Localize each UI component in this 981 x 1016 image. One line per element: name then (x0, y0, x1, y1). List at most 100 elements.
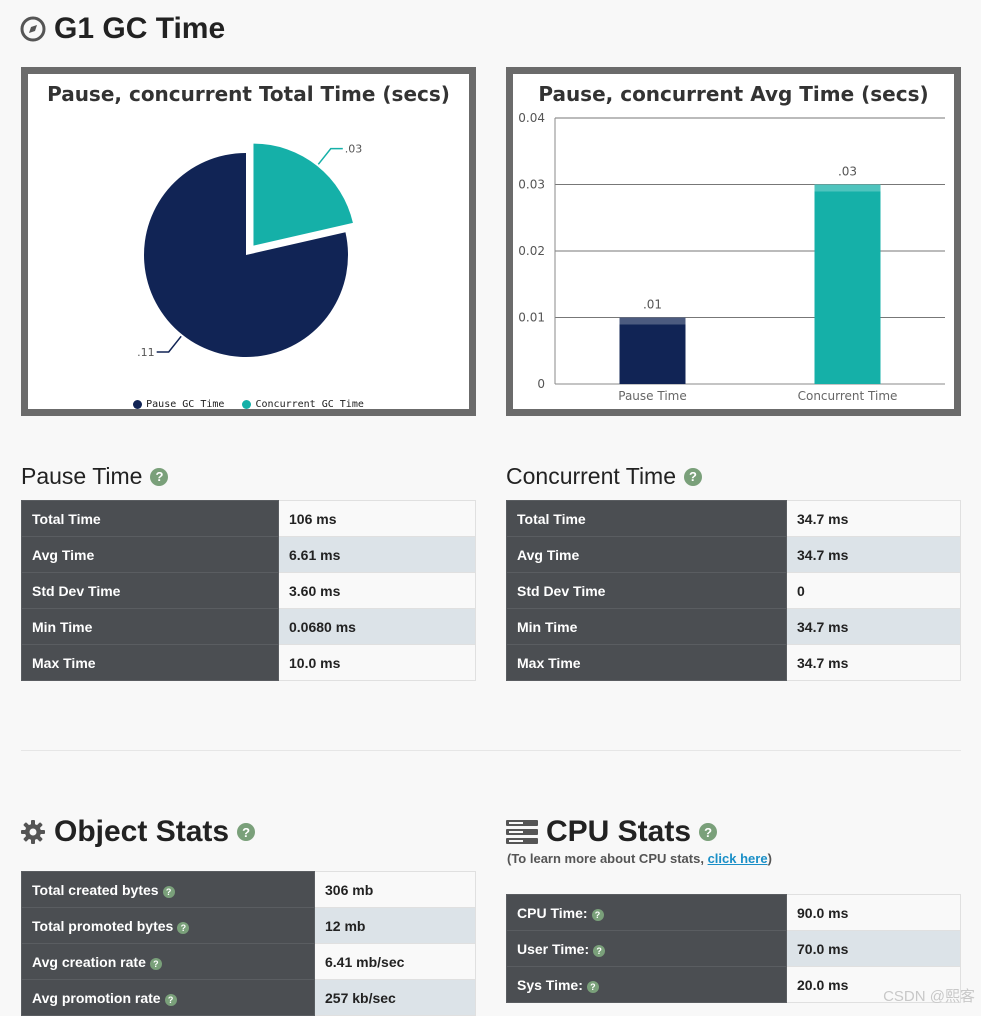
stat-label-text: Avg creation rate (32, 953, 146, 970)
table-row: Std Dev Time 0 (506, 572, 961, 609)
table-row: Avg promotion rate? 257 kb/sec (21, 979, 476, 1016)
stat-value: 6.61 ms (278, 536, 476, 573)
stat-label: Total created bytes? (21, 871, 315, 908)
concurrent-time-table: Total Time 34.7 ms Avg Time 34.7 ms Std De… (506, 500, 961, 681)
table-row: Avg creation rate? 6.41 mb/sec (21, 943, 476, 980)
stat-label-text: User Time: (517, 940, 590, 957)
concurrent-time-help-icon[interactable]: ? (684, 467, 703, 486)
server-icon (506, 820, 538, 844)
stat-label: Avg creation rate? (21, 943, 315, 980)
row-help-icon[interactable]: ? (586, 980, 599, 993)
x-tick-label: Pause Time (618, 389, 686, 403)
pie-slice-concurrent (253, 143, 353, 246)
pause-time-title: Pause Time (21, 463, 143, 489)
table-row: Total Time 34.7 ms (506, 500, 961, 537)
row-help-icon[interactable]: ? (162, 885, 175, 898)
bar-pause (619, 317, 686, 384)
stat-label-text: Total created bytes (32, 881, 159, 898)
table-row: Min Time 0.0680 ms (21, 608, 476, 645)
pie-data-label: .11 (137, 346, 155, 359)
stat-label: Avg Time (21, 536, 279, 573)
stat-value: 0.0680 ms (278, 608, 476, 645)
stat-value: 306 mb (314, 871, 476, 908)
row-help-icon[interactable]: ? (177, 921, 190, 934)
cpu-stats-heading: CPU Stats ? (506, 815, 718, 849)
stat-label: Std Dev Time (506, 572, 787, 609)
table-row: Total Time 106 ms (21, 500, 476, 537)
bar-data-label: .03 (838, 165, 857, 179)
stat-value: 34.7 ms (786, 536, 961, 573)
row-help-icon[interactable]: ? (164, 993, 177, 1006)
stat-value: 10.0 ms (278, 644, 476, 681)
cpu-note-prefix: (To learn more about CPU stats, (507, 851, 708, 866)
cpu-stats-note: (To learn more about CPU stats, click he… (507, 851, 772, 866)
legend-label-concurrent: Concurrent GC Time (255, 399, 364, 410)
stat-value: 34.7 ms (786, 500, 961, 537)
stat-label: Total Time (21, 500, 279, 537)
y-tick-label: 0.04 (518, 111, 545, 125)
stat-value: 3.60 ms (278, 572, 476, 609)
cpu-stats-learn-more-link[interactable]: click here (707, 851, 768, 866)
table-row: Avg Time 34.7 ms (506, 536, 961, 573)
row-help-icon[interactable]: ? (591, 908, 604, 921)
stat-label: User Time:? (506, 930, 787, 967)
concurrent-time-heading: Concurrent Time ? (506, 463, 703, 490)
pie-leader-line (317, 147, 343, 165)
stat-value: 6.41 mb/sec (314, 943, 476, 980)
stat-label: Max Time (506, 644, 787, 681)
stat-label: CPU Time:? (506, 894, 787, 931)
y-tick-label: 0.01 (518, 311, 545, 325)
section-divider (21, 750, 961, 751)
table-row: Max Time 34.7 ms (506, 644, 961, 681)
cpu-stats-help-icon[interactable]: ? (699, 823, 718, 841)
stat-value: 257 kb/sec (314, 979, 476, 1016)
table-row: Max Time 10.0 ms (21, 644, 476, 681)
table-row: Sys Time:? 20.0 ms (506, 966, 961, 1003)
bar-concurrent (814, 184, 881, 384)
stat-label-text: Avg promotion rate (32, 989, 161, 1006)
watermark: CSDN @熙客 (883, 988, 975, 1005)
cpu-note-suffix: ) (767, 851, 772, 866)
table-row: CPU Time:? 90.0 ms (506, 894, 961, 931)
table-row: Total created bytes? 306 mb (21, 871, 476, 908)
stat-value: 90.0 ms (786, 894, 961, 931)
pie-chart-title: Pause, concurrent Total Time (secs) (47, 82, 450, 106)
stat-value: 0 (786, 572, 961, 609)
stat-label: Total Time (506, 500, 787, 537)
stat-label: Sys Time:? (506, 966, 787, 1003)
stat-label-text: CPU Time: (517, 904, 588, 921)
legend-label-pause: Pause GC Time (146, 399, 225, 410)
stat-label: Avg Time (506, 536, 787, 573)
bar-highlight (814, 184, 881, 192)
bar-chart-title: Pause, concurrent Avg Time (secs) (538, 82, 929, 106)
y-tick-label: 0 (537, 377, 545, 391)
cpu-stats-title: CPU Stats (546, 815, 692, 848)
legend-item-concurrent[interactable]: Concurrent GC Time (242, 399, 364, 410)
y-tick-label: 0.03 (518, 178, 545, 192)
stat-label-text: Total promoted bytes (32, 917, 174, 934)
pie-legend: Pause GC Time Concurrent GC Time (28, 399, 469, 410)
legend-item-pause[interactable]: Pause GC Time (133, 399, 224, 410)
table-row: User Time:? 70.0 ms (506, 930, 961, 967)
pause-time-table: Total Time 106 ms Avg Time 6.61 ms Std Dev… (21, 500, 476, 681)
stat-value: 34.7 ms (786, 608, 961, 645)
gc-time-title: G1 GC Time (54, 12, 226, 45)
pause-time-heading: Pause Time ? (21, 463, 169, 490)
pie-leader-line (156, 335, 182, 353)
row-help-icon[interactable]: ? (593, 944, 606, 957)
row-help-icon[interactable]: ? (149, 957, 162, 970)
object-stats-title: Object Stats (54, 815, 230, 848)
stat-label: Min Time (506, 608, 787, 645)
pie-chart: .11 .03 (137, 143, 362, 359)
object-stats-heading: Object Stats ? (20, 815, 256, 849)
pause-time-help-icon[interactable]: ? (150, 467, 169, 486)
bar-chart-panel: Pause, concurrent Avg Time (secs) 0 0.01 0… (506, 67, 961, 416)
table-row: Avg Time 6.61 ms (21, 536, 476, 573)
object-stats-help-icon[interactable]: ? (237, 823, 256, 841)
table-row: Total promoted bytes? 12 mb (21, 907, 476, 944)
stat-value: 12 mb (314, 907, 476, 944)
table-row: Min Time 34.7 ms (506, 608, 961, 645)
legend-swatch-pause (133, 399, 143, 409)
legend-swatch-concurrent (242, 399, 252, 409)
stat-label: Total promoted bytes? (21, 907, 315, 944)
